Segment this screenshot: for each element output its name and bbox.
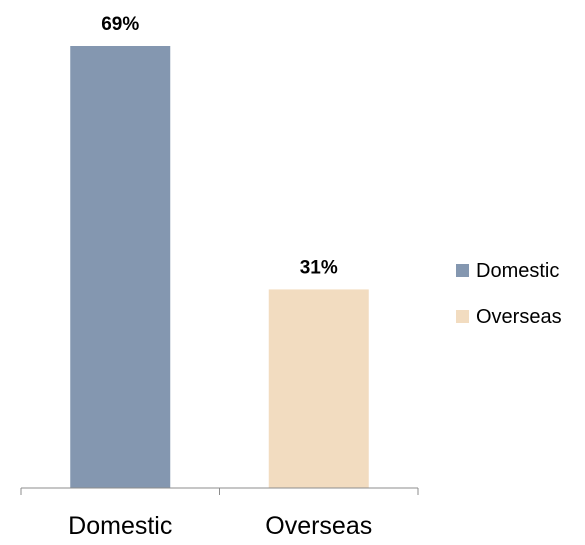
legend: Domestic Overseas [456, 260, 562, 328]
data-labels: 69% 31% [101, 14, 338, 278]
legend-label-domestic: Domestic [476, 260, 559, 282]
data-label-overseas: 31% [300, 257, 338, 278]
x-tick-label-domestic: Domestic [68, 512, 172, 540]
legend-swatch-overseas [456, 310, 469, 323]
data-label-domestic: 69% [101, 14, 139, 35]
x-tick-label-overseas: Overseas [265, 512, 372, 540]
legend-swatch-domestic [456, 264, 469, 277]
legend-label-overseas: Overseas [476, 306, 562, 328]
x-axis [20, 487, 419, 495]
bar-overseas [268, 289, 369, 488]
bars-group [70, 46, 369, 488]
bar-domestic [70, 46, 171, 488]
x-tick-labels: Domestic Overseas [68, 512, 372, 540]
